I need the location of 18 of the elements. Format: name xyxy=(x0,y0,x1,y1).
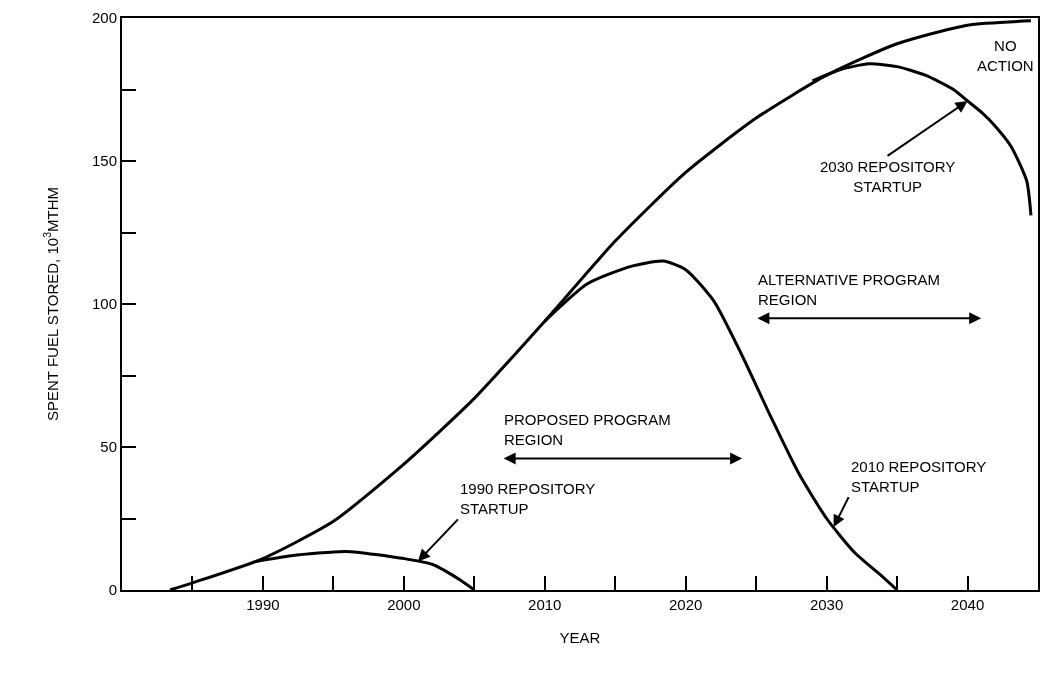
y-tick-label: 150 xyxy=(91,152,117,170)
annotation: NO ACTION xyxy=(977,37,1034,74)
annotation: 2030 REPOSITORY STARTUP xyxy=(820,158,956,195)
y-tick-label: 100 xyxy=(91,295,117,313)
x-tick-label: 1990 xyxy=(246,596,280,613)
annotation: 1990 REPOSITORY STARTUP xyxy=(460,480,596,517)
y-tick-label: 200 xyxy=(91,9,117,27)
annotation: 2010 REPOSITORY STARTUP xyxy=(851,458,987,495)
x-tick-label: 2010 xyxy=(528,596,562,613)
annotation: ALTERNATIVE PROGRAM REGION xyxy=(758,271,940,308)
x-tick-label: 2030 xyxy=(809,596,844,613)
y-tick-label: 0 xyxy=(108,581,117,599)
x-tick-label: 2000 xyxy=(387,596,421,613)
y-tick-label: 50 xyxy=(100,438,117,456)
x-tick-label: 2020 xyxy=(669,596,703,613)
x-tick-label: 2040 xyxy=(950,596,985,613)
x-axis-title: YEAR xyxy=(559,628,601,646)
annotation: PROPOSED PROGRAM REGION xyxy=(504,411,671,448)
